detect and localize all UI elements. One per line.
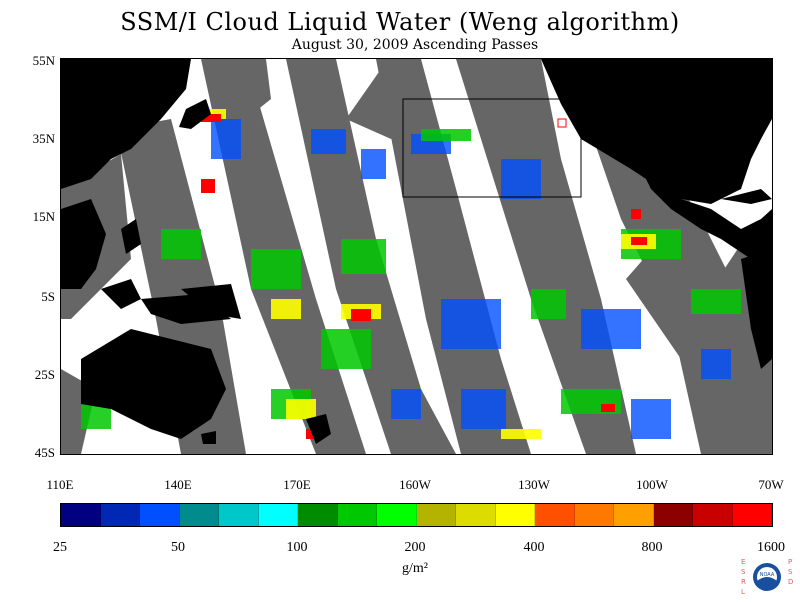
land xyxy=(61,59,772,444)
lon-label: 130W xyxy=(518,477,550,492)
lon-label: 140E xyxy=(164,477,192,492)
svg-text:NOAA: NOAA xyxy=(760,572,775,578)
map-title: SSM/I Cloud Liquid Water (Weng algorithm… xyxy=(120,8,680,36)
lat-label: 35N xyxy=(32,131,55,146)
colorbar-segment xyxy=(574,504,614,526)
lon-label: 160W xyxy=(399,477,431,492)
colorbar-segment xyxy=(337,504,377,526)
colorbar-segment xyxy=(179,504,219,526)
colorbar-tick-label: 800 xyxy=(641,540,663,555)
lat-label: 45S xyxy=(34,445,55,460)
colorbar-tick-label: 50 xyxy=(171,540,185,555)
colorbar-tick-label: 1600 xyxy=(757,540,785,555)
lon-label: 170E xyxy=(283,477,311,492)
noaa-logo: E S R L NOAA P S D xyxy=(738,555,796,599)
colorbar-tick-label: 400 xyxy=(523,540,545,555)
colorbar-tick-label: 25 xyxy=(53,540,67,555)
colorbar-segment xyxy=(456,504,496,526)
target-marker xyxy=(557,118,567,128)
lon-label: 70W xyxy=(758,477,784,492)
colorbar-segment xyxy=(614,504,654,526)
lon-label: 100W xyxy=(636,477,668,492)
colorbar-segment xyxy=(219,504,259,526)
colorbar-segment xyxy=(495,504,535,526)
colorbar-segment xyxy=(535,504,575,526)
svg-text:E: E xyxy=(741,558,745,566)
colorbar-segment xyxy=(732,504,772,526)
colorbar-segment xyxy=(100,504,140,526)
svg-text:R: R xyxy=(741,578,746,586)
svg-text:S: S xyxy=(788,568,793,576)
colorbar-segment xyxy=(377,504,417,526)
map-canvas xyxy=(61,59,772,454)
colorbar-segment xyxy=(416,504,456,526)
colorbar-segment xyxy=(653,504,693,526)
svg-text:D: D xyxy=(788,578,793,586)
colorbar-segment xyxy=(258,504,298,526)
colorbar-segment xyxy=(298,504,338,526)
colorbar xyxy=(60,503,773,527)
svg-text:L: L xyxy=(741,588,745,596)
colorbar-units: g/m² xyxy=(402,561,428,576)
svg-text:P: P xyxy=(788,558,792,566)
map-subtitle: August 30, 2009 Ascending Passes xyxy=(291,37,539,53)
colorbar-tick-label: 100 xyxy=(286,540,308,555)
map-panel[interactable] xyxy=(60,58,773,455)
colorbar-segment xyxy=(140,504,180,526)
colorbar-segment xyxy=(61,504,101,526)
colorbar-segment xyxy=(693,504,733,526)
svg-text:S: S xyxy=(741,568,746,576)
colorbar-tick-label: 200 xyxy=(404,540,426,555)
lat-label: 55N xyxy=(32,53,55,68)
lon-label: 110E xyxy=(46,477,74,492)
lat-label: 5S xyxy=(41,289,55,304)
lat-label: 25S xyxy=(34,367,55,382)
lat-label: 15N xyxy=(32,209,55,224)
region-box xyxy=(402,98,582,198)
